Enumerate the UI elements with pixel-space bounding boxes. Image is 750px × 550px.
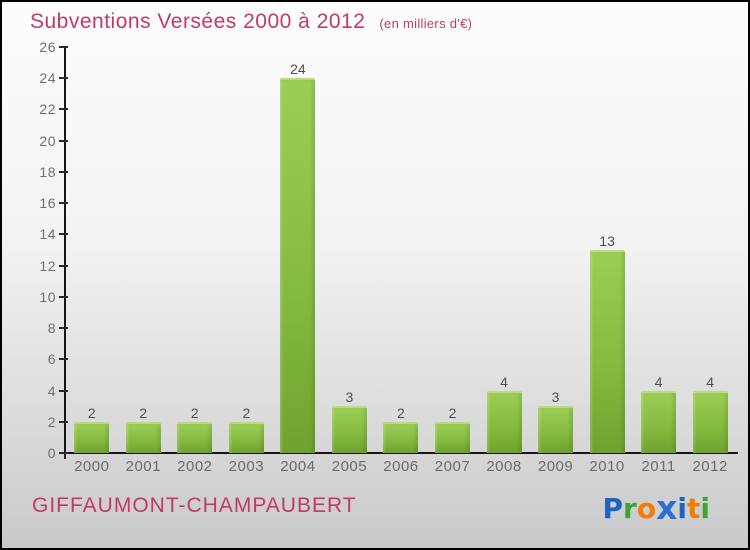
- bar: [74, 422, 110, 453]
- bar-value-label: 24: [290, 61, 306, 77]
- bar: [125, 422, 161, 453]
- bar-slot: 2: [169, 47, 221, 453]
- x-axis-tick-label: 2004: [280, 458, 316, 475]
- y-axis-tick: [59, 295, 68, 298]
- logo-letter: i: [700, 492, 710, 525]
- bar-value-label: 2: [190, 405, 199, 421]
- x-axis-labels: 2000 2001 2002 2003 2004 2005 2006 2007 2008 2009…: [66, 458, 736, 475]
- y-axis-tick: [59, 389, 68, 392]
- x-axis-tick-label: 2009: [537, 458, 574, 475]
- y-axis-tick-label: 18: [39, 163, 56, 180]
- x-axis-tick-label: 2011: [641, 458, 676, 475]
- logo-letter: o: [636, 492, 657, 525]
- chart-subtitle: (en milliers d'€): [379, 16, 473, 31]
- bar-value-label: 13: [599, 233, 615, 249]
- x-axis-tick-label: 2002: [177, 458, 213, 475]
- bar-slot: 4: [633, 47, 685, 453]
- bar-slot: 2: [375, 47, 427, 453]
- x-axis-tick-label: 2010: [589, 458, 625, 475]
- x-axis-tick-label: 2005: [331, 458, 368, 475]
- y-axis-tick-label: 2: [47, 413, 56, 430]
- y-axis-line: [64, 47, 66, 454]
- bar: [383, 422, 419, 453]
- y-axis-tick: [59, 139, 68, 142]
- location-label: GIFFAUMONT-CHAMPAUBERT: [32, 494, 357, 517]
- y-axis-tick-label: 22: [39, 101, 56, 118]
- logo-letter: t: [687, 492, 701, 525]
- y-axis-tick-label: 20: [39, 132, 56, 149]
- bar: [692, 391, 728, 453]
- y-axis-tick: [59, 452, 68, 454]
- x-axis-tick-label: 2012: [692, 458, 728, 475]
- bar-value-label: 2: [139, 405, 148, 421]
- bar: [434, 422, 470, 453]
- y-axis-tick-label: 0: [47, 445, 56, 461]
- logo-letter: x: [656, 488, 678, 527]
- bar-slot: 2: [66, 47, 118, 453]
- y-axis-tick-label: 24: [39, 70, 56, 87]
- y-axis-tick-label: 8: [47, 320, 56, 337]
- y-axis-tick: [59, 233, 68, 236]
- bar: [331, 406, 367, 453]
- logo-letter: r: [623, 492, 637, 525]
- y-axis-tick: [59, 264, 68, 267]
- logo-letter: P: [602, 492, 624, 525]
- y-axis-tick-label: 16: [39, 195, 56, 212]
- y-axis-tick-label: 12: [39, 257, 56, 274]
- y-axis-tick-label: 10: [39, 288, 56, 305]
- bar-value-label: 2: [87, 405, 96, 421]
- bar: [228, 422, 264, 453]
- bar-value-label: 2: [242, 405, 251, 421]
- bar-value-label: 2: [397, 405, 405, 421]
- bar-slot: 4: [478, 47, 530, 453]
- y-axis-tick: [59, 77, 68, 80]
- bar: [280, 78, 316, 453]
- bar-value-label: 4: [654, 374, 663, 390]
- x-axis-tick-label: 2008: [486, 458, 522, 475]
- x-axis-tick-label: 2007: [434, 458, 471, 475]
- x-axis-tick-label: 2001: [125, 458, 161, 475]
- bar-slot: 3: [324, 47, 376, 453]
- bar-value-label: 3: [345, 389, 354, 405]
- y-axis-tick: [59, 327, 68, 330]
- bar: [486, 391, 522, 453]
- x-axis-line: [60, 452, 738, 454]
- bar: [589, 250, 625, 453]
- chart-header: Subventions Versées 2000 à 2012 (en mill…: [30, 10, 472, 34]
- y-axis-tick: [59, 420, 68, 423]
- bar-value-label: 4: [706, 374, 715, 390]
- bar-slot: 4: [684, 47, 736, 453]
- plot-area: 2 2 2 2 24 3 2 2 4 3 13 4 4: [66, 47, 736, 453]
- bar-value-label: 3: [551, 389, 560, 405]
- y-axis-tick-label: 26: [39, 39, 56, 55]
- bar-slot: 24: [272, 47, 324, 453]
- x-axis-tick-label: 2006: [383, 458, 419, 475]
- y-axis-tick-label: 6: [47, 351, 56, 368]
- y-axis-tick: [59, 170, 68, 173]
- y-axis-tick: [59, 108, 68, 111]
- x-axis-tick-label: 2003: [228, 458, 265, 475]
- x-axis-tick-label: 2000: [74, 458, 110, 475]
- bar-slot: 2: [221, 47, 273, 453]
- y-axis-tick: [59, 202, 68, 205]
- y-axis-tick-label: 4: [47, 382, 56, 399]
- bar-slot: 3: [530, 47, 582, 453]
- bar-slot: 2: [118, 47, 170, 453]
- bar-value-label: 2: [448, 405, 457, 421]
- chart-title: Subventions Versées 2000 à 2012: [30, 10, 366, 33]
- bar: [538, 406, 574, 453]
- y-axis-tick: [59, 358, 68, 361]
- bar-value-label: 4: [500, 374, 508, 390]
- x-axis-origin-tick: [64, 454, 66, 459]
- bar: [641, 391, 677, 453]
- bar-slot: 13: [581, 47, 633, 453]
- logo-letter: i: [677, 492, 687, 525]
- bar-slot: 2: [427, 47, 479, 453]
- bar: [177, 422, 213, 453]
- y-axis-tick-label: 14: [39, 226, 56, 243]
- y-axis-tick: [59, 46, 68, 48]
